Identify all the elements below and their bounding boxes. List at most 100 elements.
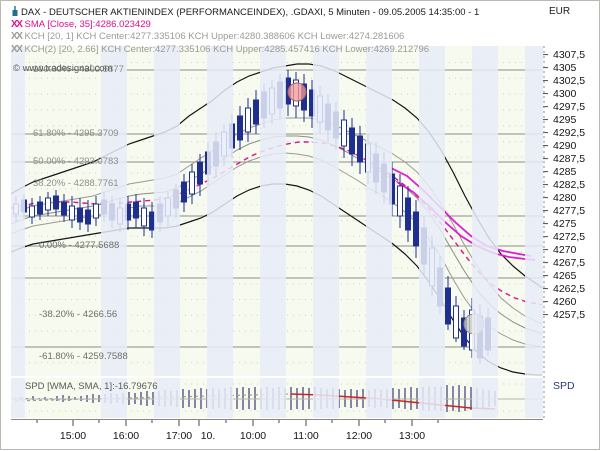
price-tick-label: 4302,5 bbox=[553, 74, 586, 87]
spd-session-band-6 bbox=[313, 378, 339, 418]
candle bbox=[397, 174, 403, 228]
session-band-4 bbox=[207, 46, 233, 376]
price-tick-label: 4290 bbox=[553, 139, 577, 152]
trend-line-magenta-1 bbox=[390, 167, 532, 257]
price-tick-label: 4260 bbox=[553, 295, 577, 308]
indicator-label-kch2: KCH(2) [20, 2.66] KCH Center:4277.335106… bbox=[24, 43, 430, 55]
spd-session-band-3 bbox=[154, 378, 180, 418]
spd-session-band-1 bbox=[11, 378, 25, 418]
candle bbox=[77, 198, 83, 230]
candle bbox=[405, 186, 411, 242]
candle bbox=[453, 296, 459, 342]
time-tick-label: 10. bbox=[200, 430, 216, 442]
candle bbox=[141, 198, 147, 236]
time-tick-label: 17:00 bbox=[165, 430, 193, 442]
spd-session-band-10 bbox=[525, 378, 543, 418]
spd-scale-label: SPD bbox=[553, 380, 575, 392]
price-tick-label: 4277,5 bbox=[553, 204, 586, 217]
spd-session-band-2 bbox=[101, 378, 127, 418]
session-band-6 bbox=[313, 46, 339, 376]
kch2-color-swatch: XX bbox=[11, 43, 23, 55]
currency-unit-label: EUR bbox=[549, 6, 571, 17]
fib-label-100: 100.00% - 4300.5877 bbox=[33, 64, 124, 75]
candle bbox=[349, 118, 355, 166]
price-scale[interactable]: 4307,5 4305 4302,5 4300 4297,5 4295 4292… bbox=[543, 46, 600, 418]
price-tick-label: 4275 bbox=[553, 217, 577, 230]
price-tick-label: 4305 bbox=[553, 61, 577, 74]
chart-header: DAX - DEUTSCHER AKTIENINDEX (PERFORMANCE… bbox=[11, 6, 546, 56]
copyright-label: © www.tradesignal.com bbox=[13, 63, 113, 74]
time-tick-label: 16:00 bbox=[112, 430, 140, 442]
session-band-1 bbox=[11, 46, 25, 376]
candle bbox=[445, 276, 451, 330]
spd-session-band-4 bbox=[207, 378, 233, 418]
spd-signal-line-grey bbox=[14, 393, 292, 402]
chart-title-row: DAX - DEUTSCHER AKTIENINDEX (PERFORMANCE… bbox=[11, 6, 546, 19]
time-axis-ticks bbox=[11, 419, 543, 426]
fib-label-50: 50.00% - 4293.0783 bbox=[33, 156, 119, 167]
fib-label-38: 38.20% - 4288.7761 bbox=[33, 178, 119, 189]
signal-marker-high bbox=[287, 82, 307, 102]
session-band-8 bbox=[419, 46, 445, 376]
kch-color-swatch: XX bbox=[11, 31, 23, 43]
fibonacci-levels bbox=[11, 69, 543, 348]
candle bbox=[197, 154, 203, 196]
spd-indicator-label: SPD [WMA, SMA, 1]:-16.79676 bbox=[25, 381, 158, 392]
price-tick-label: 4265 bbox=[553, 269, 577, 282]
time-tick-label: 11:00 bbox=[293, 430, 319, 442]
candle bbox=[357, 126, 363, 174]
price-scale-ticks bbox=[543, 46, 548, 418]
candle bbox=[61, 194, 67, 222]
session-band-2 bbox=[101, 46, 127, 376]
price-tick-label: 4262,5 bbox=[553, 282, 586, 295]
candle bbox=[133, 194, 139, 228]
price-tick-label: 4270 bbox=[553, 243, 577, 256]
time-tick-label: 13:00 bbox=[398, 430, 426, 442]
spd-session-band-8 bbox=[419, 378, 445, 418]
price-tick-label: 4295 bbox=[553, 113, 577, 126]
indicator-row-kch2[interactable]: XX KCH(2) [20, 2.66] KCH Center:4277.3351… bbox=[11, 44, 546, 57]
spd-session-band-5 bbox=[260, 378, 286, 418]
indicator-row-kch[interactable]: XX KCH [20, 1] KCH Center:4277.335106 KCH… bbox=[11, 31, 546, 44]
price-plot-area[interactable]: 100.00% - 4300.5877 61.80% - 4295.3709 5… bbox=[11, 46, 543, 376]
candle bbox=[245, 98, 251, 142]
candle bbox=[45, 192, 51, 216]
price-tick-label: 4307,5 bbox=[553, 48, 586, 61]
candle bbox=[53, 190, 59, 216]
session-band-10 bbox=[525, 46, 543, 376]
instrument-icon bbox=[11, 6, 18, 16]
candle bbox=[237, 106, 243, 150]
candle bbox=[189, 164, 195, 204]
session-band-3 bbox=[154, 46, 180, 376]
fib-label-0: 0.00% - 4277.5688 bbox=[39, 240, 120, 251]
candle bbox=[69, 196, 75, 228]
indicator-row-sma[interactable]: XX SMA [Close, 35]:4286.023429 bbox=[11, 19, 546, 32]
price-tick-label: 4282,5 bbox=[553, 178, 586, 191]
candle bbox=[37, 196, 43, 220]
price-tick-label: 4285 bbox=[553, 165, 577, 178]
candle bbox=[29, 198, 35, 224]
time-axis[interactable]: 15:00 16:00 17:00 10. 10:00 11:00 12:00 … bbox=[11, 418, 543, 451]
fib-label-minus-61: -61.80% - 4259.7588 bbox=[39, 351, 128, 362]
price-tick-label: 4297,5 bbox=[553, 100, 586, 113]
candle bbox=[181, 174, 187, 212]
session-band-9 bbox=[472, 46, 498, 376]
spd-session-band-7 bbox=[366, 378, 392, 418]
candle bbox=[413, 200, 419, 258]
candle bbox=[93, 196, 99, 226]
session-band-5 bbox=[260, 46, 286, 376]
price-tick-label: 4272,5 bbox=[553, 230, 586, 243]
spd-session-band-9 bbox=[472, 378, 498, 418]
indicator-label-sma: SMA [Close, 35]:4286.023429 bbox=[24, 18, 151, 30]
price-tick-label: 4287,5 bbox=[553, 152, 586, 165]
spd-indicator-pane[interactable]: SPD [WMA, SMA, 1]:-16.79676 bbox=[11, 378, 543, 418]
indicator-label-kch: KCH [20, 1] KCH Center:4277.335106 KCH U… bbox=[24, 31, 405, 43]
page-title: DAX - DEUTSCHER AKTIENINDEX (PERFORMANCE… bbox=[21, 7, 480, 18]
session-band-7 bbox=[366, 46, 392, 376]
candle bbox=[341, 110, 347, 158]
price-tick-label: 4300 bbox=[553, 87, 577, 100]
candle bbox=[253, 90, 259, 134]
candle bbox=[85, 200, 91, 232]
price-tick-label: 4280 bbox=[553, 191, 577, 204]
fib-label-61: 61.80% - 4295.3709 bbox=[33, 128, 119, 139]
